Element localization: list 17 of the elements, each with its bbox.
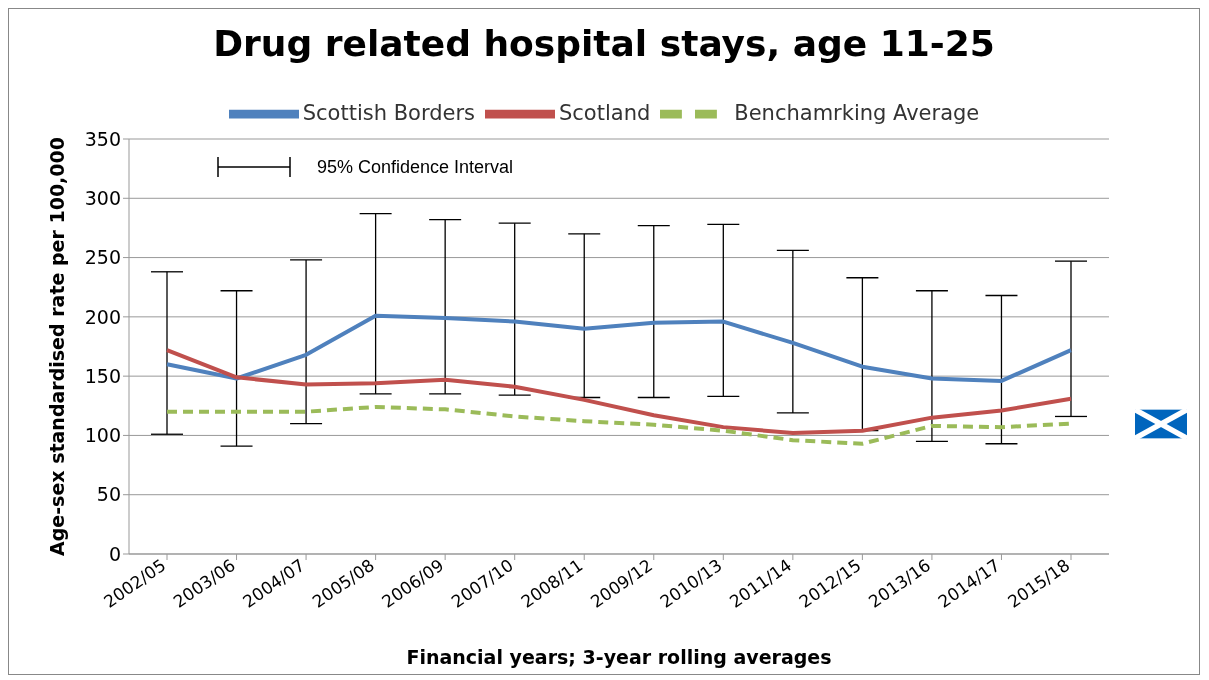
legend-label: Scotland xyxy=(558,101,651,125)
annotation: 95% Confidence Interval xyxy=(317,156,514,178)
y-tick-label: 350 xyxy=(84,127,121,150)
legend-label: Benchamrking Average xyxy=(734,101,980,125)
y-axis-title: Age-sex standardised rate per 100,000 xyxy=(45,137,68,556)
y-tick-label: 300 xyxy=(84,187,121,210)
y-tick-label: 200 xyxy=(84,305,121,328)
line-series xyxy=(165,313,1073,383)
x-axis-title: Financial years; 3-year rolling averages xyxy=(406,646,832,668)
y-tick-label: 50 xyxy=(96,483,121,506)
y-tick-label: 0 xyxy=(108,542,121,565)
y-tick-label: 100 xyxy=(84,424,121,447)
y-tick-label: 150 xyxy=(84,364,121,387)
line-series xyxy=(165,348,1073,436)
legend-label: Scottish Borders xyxy=(302,101,475,125)
y-tick-label: 250 xyxy=(84,246,121,269)
chart-title: Drug related hospital stays, age 11-25 xyxy=(212,23,996,64)
